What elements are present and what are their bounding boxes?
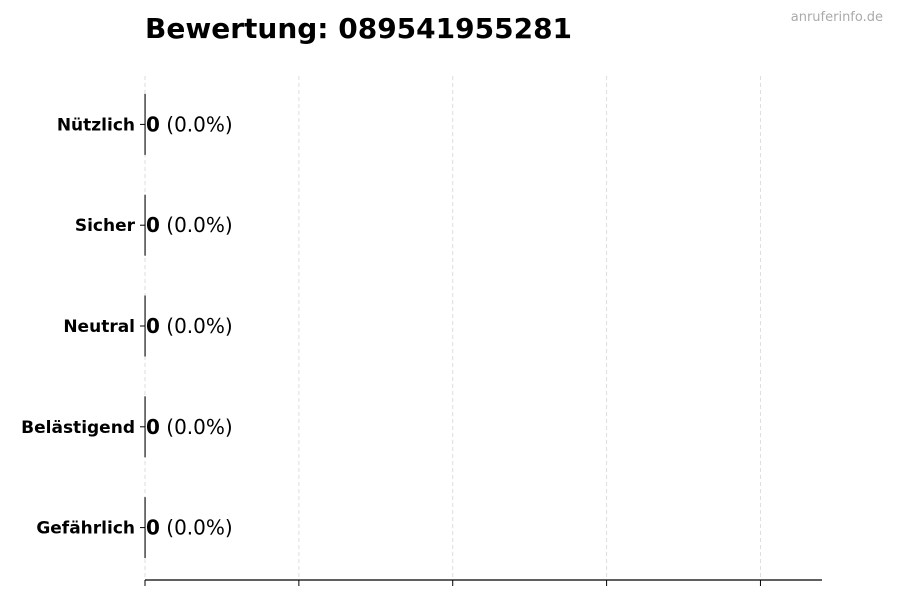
data-label: 0 (0.0%) (146, 213, 233, 237)
y-tick-label: Nützlich (57, 115, 135, 135)
value-label: 0 (146, 213, 160, 237)
percent-label: (0.0%) (160, 213, 233, 237)
chart-title: Bewertung: 089541955281 (145, 12, 573, 45)
data-label: 0 (0.0%) (146, 112, 233, 136)
data-label: 0 (0.0%) (146, 516, 233, 540)
y-tick-label: Gefährlich (36, 519, 135, 539)
y-tick-label: Belästigend (21, 418, 135, 438)
percent-label: (0.0%) (160, 415, 233, 439)
y-tick-label: Neutral (63, 317, 135, 337)
percent-label: (0.0%) (160, 314, 233, 338)
data-label: 0 (0.0%) (146, 415, 233, 439)
data-label: 0 (0.0%) (146, 314, 233, 338)
value-label: 0 (146, 415, 160, 439)
percent-label: (0.0%) (160, 516, 233, 540)
watermark: anruferinfo.de (790, 10, 883, 25)
y-tick-label: Sicher (75, 216, 136, 236)
value-label: 0 (146, 314, 160, 338)
value-label: 0 (146, 112, 160, 136)
value-label: 0 (146, 516, 160, 540)
percent-label: (0.0%) (160, 112, 233, 136)
